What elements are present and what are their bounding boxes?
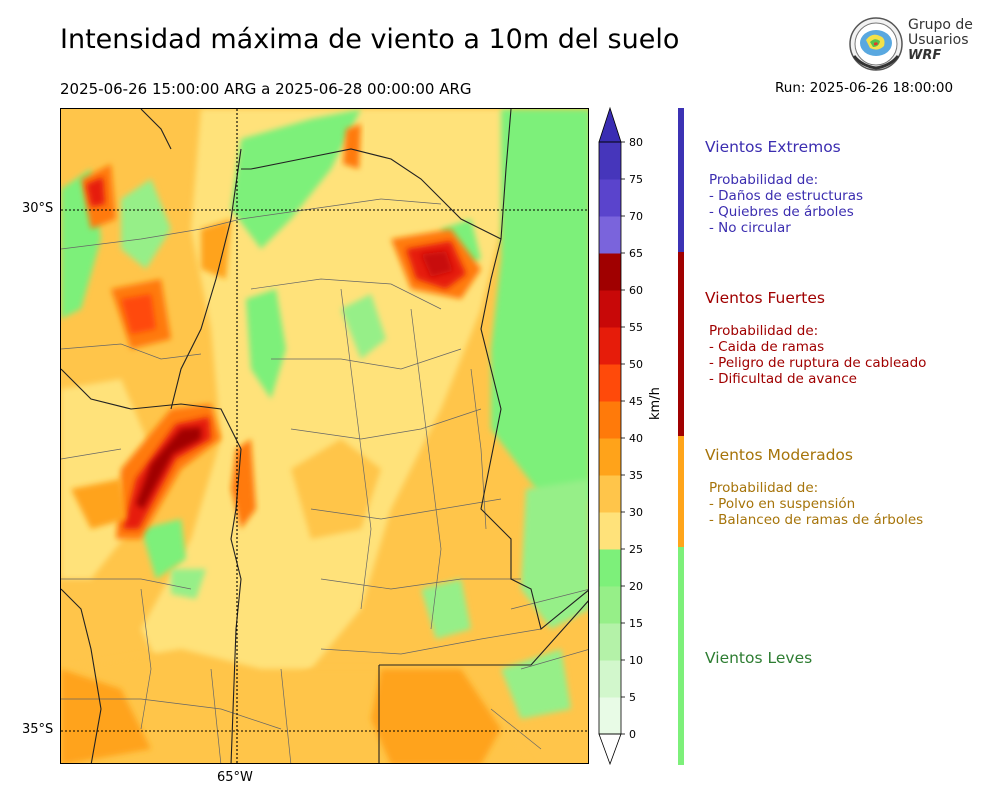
colorbar-segment (599, 586, 621, 624)
category-desc-moderados: Probabilidad de: - Polvo en suspensión -… (709, 480, 923, 528)
category-line: - Dificultad de avance (709, 371, 857, 387)
colorbar-segment (599, 253, 621, 291)
lat-label-35s: 35°S (22, 722, 54, 737)
category-line: - Daños de estructuras (709, 188, 864, 204)
category-title-fuertes: Vientos Fuertes (705, 289, 825, 307)
colorbar-segment (599, 216, 621, 254)
wind-field-svg (61, 109, 588, 763)
colorbar-tick-label: 75 (629, 173, 643, 186)
chart-title: Intensidad máxima de viento a 10m del su… (60, 24, 680, 55)
colorbar-tick-label: 50 (629, 358, 643, 371)
category-line: Probabilidad de: (709, 172, 819, 188)
colorbar-segment (599, 142, 621, 180)
colorbar-tick-label: 20 (629, 580, 643, 593)
colorbar-segment (599, 364, 621, 402)
category-line: - Polvo en suspensión (709, 496, 856, 512)
lat-label-30s: 30°S (22, 201, 54, 216)
colorbar-tick-label: 70 (629, 210, 643, 223)
logo-line-1: Grupo de (908, 17, 973, 33)
colorbar-tick-label: 60 (629, 284, 643, 297)
colorbar-tick-label: 30 (629, 506, 643, 519)
legend-bar-fuertes (678, 252, 684, 436)
colorbar-segment (599, 549, 621, 587)
colorbar-extend-max (598, 106, 622, 143)
colorbar-tick-label: 65 (629, 247, 643, 260)
colorbar-tick-label: 15 (629, 617, 643, 630)
category-line: - Caida de ramas (709, 339, 825, 355)
category-line: Probabilidad de: (709, 480, 819, 496)
colorbar-segment (599, 290, 621, 328)
grupo-usuarios-wrf-logo: Grupo de Usuarios WRF (848, 16, 973, 72)
colorbar-tick-label: 45 (629, 395, 643, 408)
colorbar-segment (599, 475, 621, 513)
lon-label-65w: 65°W (217, 770, 253, 785)
category-line: - No circular (709, 220, 791, 236)
wind-map (60, 108, 589, 764)
colorbar-extend-min (598, 733, 622, 766)
category-desc-extremos: Probabilidad de: - Daños de estructuras … (709, 172, 863, 236)
colorbar-segment (599, 623, 621, 661)
category-title-extremos: Vientos Extremos (705, 138, 841, 156)
colorbar-segment (599, 327, 621, 365)
colorbar-tick-label: 40 (629, 432, 643, 445)
colorbar-tick-label: 0 (629, 728, 636, 741)
colorbar-segment (599, 512, 621, 550)
colorbar-segment (599, 697, 621, 735)
colorbar-tick-label: 10 (629, 654, 643, 667)
category-line: Probabilidad de: (709, 323, 819, 339)
run-time: Run: 2025-06-26 18:00:00 (775, 80, 954, 96)
legend-bar-leves (678, 547, 684, 765)
category-line: - Quiebres de árboles (709, 204, 854, 220)
forecast-period: 2025-06-26 15:00:00 ARG a 2025-06-28 00:… (60, 80, 472, 98)
colorbar-tick-label: 5 (629, 691, 636, 704)
category-title-moderados: Vientos Moderados (705, 446, 853, 464)
logo-line-3: WRF (908, 48, 942, 63)
colorbar-tick-label: 55 (629, 321, 643, 334)
colorbar-tick-label: 25 (629, 543, 643, 556)
colorbar-unit: km/h (648, 387, 663, 420)
colorbar-tick-label: 35 (629, 469, 643, 482)
legend-bar-moderados (678, 436, 684, 547)
category-title-leves: Vientos Leves (705, 649, 813, 667)
colorbar-segment (599, 438, 621, 476)
logo-line-2: Usuarios (908, 32, 969, 48)
category-line: - Balanceo de ramas de árboles (709, 512, 924, 528)
legend-bar-extremos (678, 108, 684, 252)
wind-colorbar: 0 5 10 15 20 25 30 35 40 45 50 55 60 65 70 75 80 (595, 106, 665, 768)
category-desc-fuertes: Probabilidad de: - Caida de ramas - Peli… (709, 323, 926, 387)
colorbar-svg: 0 5 10 15 20 25 30 35 40 45 50 55 60 65 70 75 80 (598, 106, 643, 766)
colorbar-segment (599, 179, 621, 217)
colorbar-segment (599, 660, 621, 698)
colorbar-tick-label: 80 (629, 136, 643, 149)
globe-logo-icon (849, 17, 903, 71)
colorbar-segment (599, 401, 621, 439)
category-line: - Peligro de ruptura de cableado (709, 355, 927, 371)
